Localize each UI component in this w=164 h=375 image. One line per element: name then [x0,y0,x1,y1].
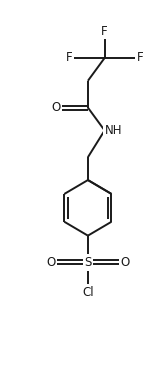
Text: O: O [120,256,130,269]
Text: F: F [137,51,144,64]
Text: F: F [66,51,72,64]
Text: O: O [46,256,55,269]
Text: F: F [101,25,108,38]
Text: S: S [84,256,92,269]
Text: NH: NH [105,124,122,137]
Text: O: O [51,101,60,114]
Text: Cl: Cl [82,286,94,299]
